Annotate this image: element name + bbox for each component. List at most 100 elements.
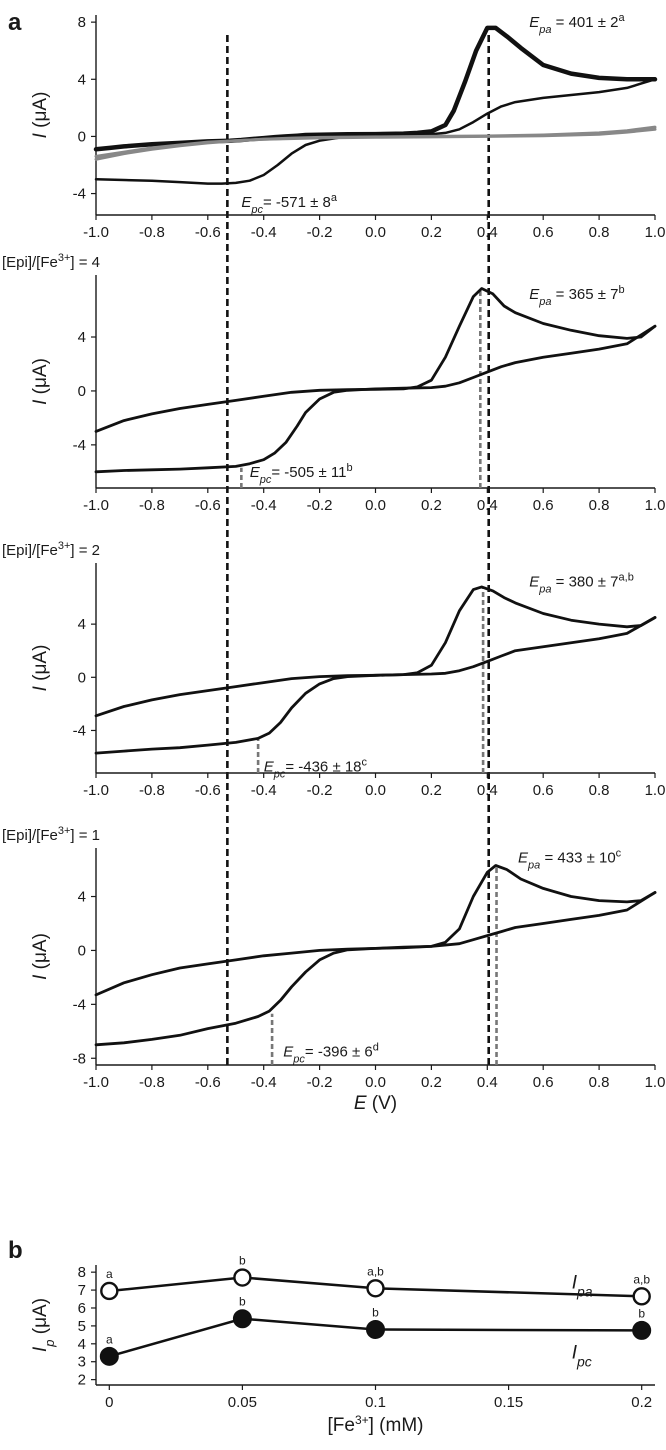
data-point (366, 1319, 385, 1339)
x-tick-label: -0.2 (307, 497, 333, 514)
condition-label: [Epi]/[Fe3+] = 4 (2, 252, 100, 271)
y-tick-label: 5 (78, 1318, 86, 1335)
y-axis-title: I (μA) (30, 92, 51, 139)
x-tick-label: 1.0 (645, 497, 666, 514)
y-axis-title: I (μA) (30, 358, 51, 405)
data-point (233, 1268, 252, 1287)
y-tick-label: 3 (78, 1354, 86, 1371)
condition-label: [Epi]/[Fe3+] = 2 (2, 540, 100, 559)
x-tick-label: -0.4 (251, 1074, 277, 1091)
x-tick-label: -1.0 (83, 497, 109, 514)
cv-trace-2 (94, 616, 657, 755)
x-tick-label: 0.8 (589, 1074, 610, 1091)
significance-letter: a (106, 1267, 113, 1281)
x-tick-label: -0.8 (139, 1074, 165, 1091)
x-tick-label: -0.8 (139, 497, 165, 514)
y-tick-label: 4 (78, 889, 86, 906)
x-tick-label: 0.6 (533, 224, 554, 241)
x-tick-label: -0.2 (307, 1074, 333, 1091)
x-tick-label: 0.4 (477, 497, 498, 514)
y-tick-label: 0 (78, 128, 86, 145)
x-tick-label: 0.2 (421, 1074, 442, 1091)
y-tick-label: -4 (73, 437, 86, 454)
data-point (632, 1320, 652, 1340)
peak-potential-annotation: Epc= -505 ± 11b (250, 462, 353, 486)
y-tick-label: 7 (78, 1282, 86, 1299)
cv-trace-1 (94, 864, 657, 997)
x-tick-label: 0.2 (421, 782, 442, 799)
panel-a-letter: a (8, 9, 22, 36)
y-tick-label: -4 (73, 722, 86, 739)
y-tick-label: 0 (78, 669, 86, 686)
series-Ipa: a b a,b a,b Ipa (100, 1254, 651, 1306)
x-tick-label: -1.0 (83, 782, 109, 799)
peak-potential-annotation: Epa = 365 ± 7b (529, 284, 624, 308)
cv-panel-4: -8 -4 0 4 -1.0 -0.8 -0.6 -0.4 -0.2 0.0 0.2 0.4 0.6 0.… (2, 825, 665, 1114)
series-line (109, 1276, 642, 1298)
x-tick-label: -0.4 (251, 497, 277, 514)
significance-letter: a,b (367, 1264, 384, 1278)
y-axis-title: I (μA) (30, 645, 51, 692)
x-tick-label: 0.15 (494, 1394, 523, 1411)
x-tick-label: 0.0 (365, 1074, 386, 1091)
y-axis-title: I (μA) (30, 933, 51, 980)
significance-letter: a,b (633, 1272, 650, 1286)
y-axis-title: Ip (μA) (30, 1298, 57, 1352)
x-tick-label: 1.0 (645, 224, 666, 241)
cv-trace-4 (94, 127, 657, 158)
y-tick-label: 6 (78, 1300, 86, 1317)
x-tick-label: 0.6 (533, 1074, 554, 1091)
significance-letter: b (372, 1305, 379, 1319)
data-point (232, 1309, 252, 1329)
shared-reference-lines (226, 35, 490, 1065)
peak-potential-annotation: Epa = 433 ± 10c (518, 847, 622, 871)
y-tick-label: -8 (73, 1050, 86, 1067)
x-tick-label: 0.6 (533, 782, 554, 799)
cv-trace-2 (94, 324, 657, 474)
x-tick-label: 0.2 (421, 224, 442, 241)
cv-panel-3: -4 0 4 -1.0 -0.8 -0.6 -0.4 -0.2 0.0 0.2 0.4 0.6 0.8 1… (2, 540, 665, 799)
x-tick-label: -0.6 (195, 497, 221, 514)
x-tick-label: 0.6 (533, 497, 554, 514)
significance-letter: a (106, 1332, 113, 1346)
x-tick-label: 0.2 (631, 1394, 652, 1411)
x-tick-label: -0.6 (195, 1074, 221, 1091)
significance-letter: b (638, 1306, 645, 1320)
x-tick-label: 0.4 (477, 1074, 498, 1091)
significance-letter: b (239, 1254, 246, 1268)
x-tick-label: -0.6 (195, 782, 221, 799)
x-tick-label: -1.0 (83, 1074, 109, 1091)
x-tick-label: -0.4 (251, 224, 277, 241)
series-Ipc: a b b b Ipc (99, 1295, 652, 1369)
x-tick-label: -0.4 (251, 782, 277, 799)
data-point (366, 1279, 385, 1298)
y-tick-label: 4 (78, 1336, 86, 1353)
x-tick-label: -0.8 (139, 782, 165, 799)
y-tick-label: 4 (78, 616, 86, 633)
x-tick-label: 0.2 (421, 497, 442, 514)
x-tick-label: 1.0 (645, 1074, 666, 1091)
y-tick-label: -4 (73, 186, 86, 203)
y-tick-label: 0 (78, 942, 86, 959)
x-tick-label: 0.0 (365, 224, 386, 241)
x-axis-title: [Fe3+] (mM) (327, 1413, 423, 1436)
x-tick-label: 0.4 (477, 782, 498, 799)
series-label: Ipc (572, 1342, 592, 1369)
cv-panel-1: -4 0 4 8 -1.0 -0.8 -0.6 -0.4 -0.2 0.0 0.2 0.4 0.6 0.8… (30, 12, 665, 241)
x-tick-label: 0.4 (477, 224, 498, 241)
series-line (108, 1317, 642, 1358)
y-tick-label: 0 (78, 383, 86, 400)
panel-b-letter: b (8, 1237, 23, 1264)
y-tick-label: 2 (78, 1372, 86, 1389)
x-tick-label: 0.8 (589, 497, 610, 514)
significance-letter: b (239, 1295, 246, 1309)
peak-potential-annotation: Epa = 380 ± 7a,b (529, 572, 634, 596)
x-tick-label: 0.05 (228, 1394, 257, 1411)
y-tick-label: -4 (73, 996, 86, 1013)
x-axis-title: E (V) (354, 1093, 397, 1114)
x-tick-label: -0.2 (307, 224, 333, 241)
x-tick-label: 0.8 (589, 782, 610, 799)
condition-label: [Epi]/[Fe3+] = 1 (2, 825, 100, 844)
peak-potential-annotation: Epc= -396 ± 6d (283, 1042, 379, 1066)
